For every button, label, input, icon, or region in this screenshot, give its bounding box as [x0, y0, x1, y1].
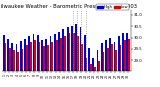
Bar: [97, 50, 98, 71]
Bar: [58, 32, 60, 71]
Bar: [128, 39, 130, 71]
Bar: [62, 29, 64, 71]
Bar: [54, 34, 56, 71]
Bar: [28, 36, 30, 71]
Bar: [94, 67, 96, 71]
Bar: [107, 48, 109, 71]
Bar: [11, 43, 13, 71]
Bar: [92, 58, 94, 71]
Bar: [34, 40, 36, 71]
Bar: [86, 58, 87, 71]
Bar: [22, 49, 23, 71]
Bar: [41, 40, 43, 71]
Bar: [88, 48, 90, 71]
Bar: [13, 50, 15, 71]
Bar: [77, 36, 79, 71]
Bar: [73, 33, 75, 71]
Bar: [64, 36, 66, 71]
Legend: High, Low: High, Low: [96, 4, 129, 10]
Bar: [9, 48, 11, 71]
Bar: [26, 45, 28, 71]
Bar: [43, 46, 45, 71]
Bar: [126, 33, 128, 71]
Bar: [81, 44, 83, 71]
Bar: [75, 24, 77, 71]
Bar: [84, 35, 86, 71]
Bar: [16, 44, 17, 71]
Bar: [47, 45, 49, 71]
Bar: [7, 39, 9, 71]
Bar: [80, 27, 81, 71]
Title: Milwaukee Weather - Barometric Pressure - Nov 2003: Milwaukee Weather - Barometric Pressure …: [0, 4, 137, 9]
Bar: [111, 44, 113, 71]
Bar: [101, 43, 103, 71]
Bar: [103, 52, 104, 71]
Bar: [20, 41, 22, 71]
Bar: [90, 64, 92, 71]
Bar: [17, 52, 19, 71]
Bar: [52, 42, 53, 71]
Bar: [115, 50, 117, 71]
Bar: [105, 40, 107, 71]
Bar: [37, 35, 39, 71]
Bar: [114, 42, 115, 71]
Bar: [109, 38, 111, 71]
Bar: [60, 38, 62, 71]
Bar: [33, 34, 34, 71]
Bar: [122, 33, 124, 71]
Bar: [68, 33, 70, 71]
Bar: [56, 40, 58, 71]
Bar: [124, 40, 126, 71]
Bar: [39, 42, 40, 71]
Bar: [3, 35, 5, 71]
Bar: [24, 39, 26, 71]
Bar: [50, 36, 52, 71]
Bar: [71, 26, 73, 71]
Bar: [120, 45, 121, 71]
Bar: [67, 27, 68, 71]
Bar: [118, 36, 120, 71]
Bar: [98, 61, 100, 71]
Bar: [45, 39, 47, 71]
Bar: [5, 43, 6, 71]
Bar: [30, 42, 32, 71]
